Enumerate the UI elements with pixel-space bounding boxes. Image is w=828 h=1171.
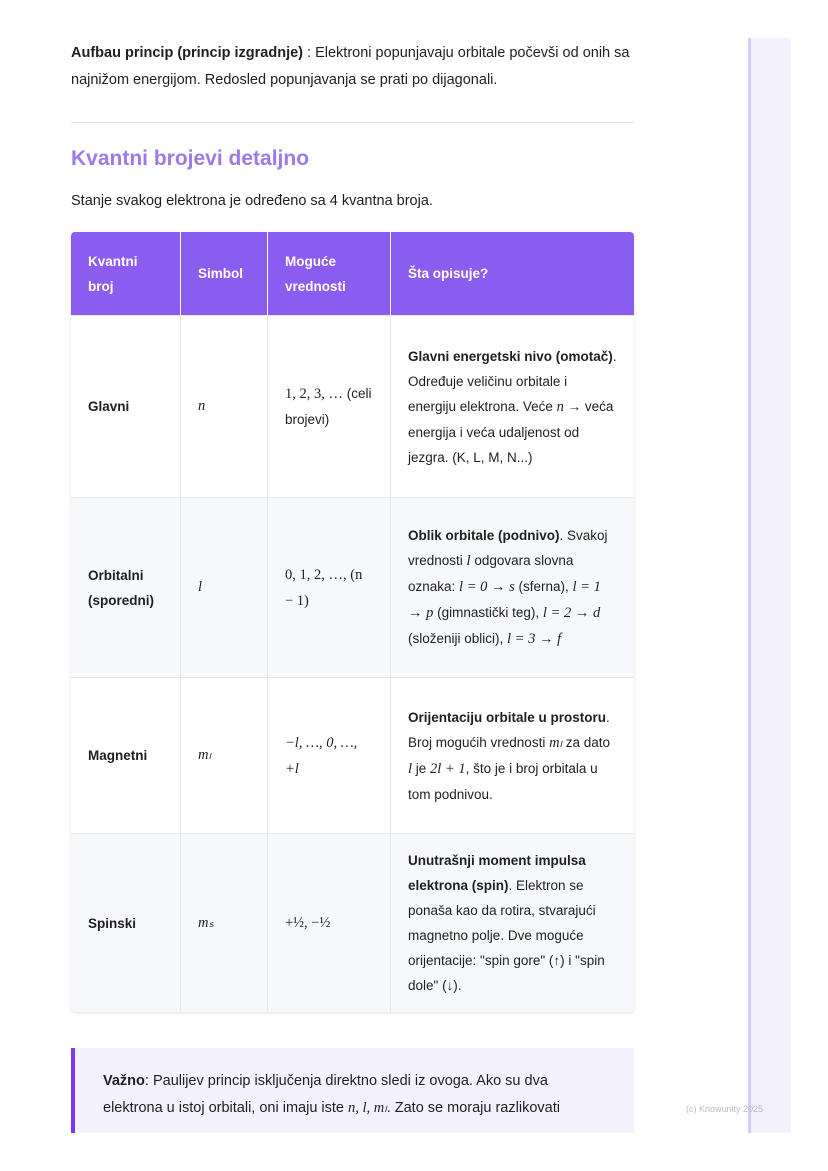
main-content: Aufbau princip (princip izgradnje) : Ele… — [71, 40, 634, 1012]
divider — [71, 122, 634, 123]
description-segment: . Broj mogućih vrednosti — [408, 709, 610, 750]
description-segment: . Svakoj vrednosti — [408, 528, 608, 568]
cell-values: +½, −½ — [268, 833, 391, 1012]
description-segment: 2l + 1 — [430, 760, 466, 777]
cell-symbol: n — [181, 315, 268, 497]
table-row: Magnetni mₗ −l, …, 0, …, +l Orijentaciju or… — [71, 677, 634, 833]
cell-values: 0, 1, 2, …, (n − 1) — [268, 497, 391, 677]
description-segment: mₗ — [549, 734, 562, 751]
cell-description: Orijentaciju orbitale u prostoru. Broj m… — [391, 677, 634, 833]
description-segment: Unutrašnji moment impulsa elektrona (spi… — [408, 853, 586, 893]
description-segment: (složeniji oblici), — [408, 631, 508, 646]
description-segment: (sferna), — [514, 579, 573, 594]
description-segment: . Određuje veličinu orbitale i energiju … — [408, 348, 617, 414]
description-segment: , što je i broj orbitala u tom podnivou. — [408, 760, 598, 802]
values-segment: +½, −½ — [285, 915, 331, 931]
cell-name: Orbitalni (sporedni) — [71, 497, 181, 677]
note-text: : Paulijev princip isključenja direktno … — [103, 1073, 548, 1116]
table-row: Orbitalni (sporedni) l 0, 1, 2, …, (n − 1)… — [71, 497, 634, 677]
description-segment: Oblik orbitale (podnivo) — [408, 528, 560, 543]
table-row: Spinski mₛ +½, −½ Unutrašnji moment impulsa… — [71, 833, 634, 1012]
description-segment: Glavni energetski nivo (omotač) — [408, 348, 613, 364]
aufbau-text: : Elektroni popunjavaju orbitale počevši… — [71, 45, 630, 88]
cell-symbol: l — [181, 497, 268, 677]
aufbau-term: Aufbau princip (princip izgradnje) — [71, 45, 303, 61]
cell-description: Glavni energetski nivo (omotač). Određuj… — [391, 315, 634, 497]
section-lead: Stanje svakog elektrona je određeno sa 4… — [71, 193, 433, 209]
description-segment: (gimnastički teg), — [433, 605, 543, 620]
table-header-row: Kvantni broj Simbol Moguće vrednosti Šta… — [71, 232, 634, 315]
description-segment: odgovara slovna oznaka: — [408, 553, 574, 594]
cell-name: Magnetni — [71, 677, 181, 833]
description-segment: l = 1 → p — [408, 579, 601, 621]
cell-description: Oblik orbitale (podnivo). Svakoj vrednos… — [391, 497, 634, 677]
note-math: n, l, mₗ — [348, 1100, 387, 1116]
values-segment: (celi brojevi) — [285, 386, 372, 427]
description-segment: l — [408, 760, 413, 777]
aufbau-paragraph: Aufbau princip (princip izgradnje) : Ele… — [71, 40, 634, 94]
description-segment: l — [466, 553, 471, 569]
note-text-end: . Zato se moraju razlikovati — [386, 1100, 560, 1116]
values-segment: 0, 1, 2, …, (n − 1) — [285, 566, 363, 609]
description-segment: → veća energija i veća udaljenost od jez… — [408, 398, 614, 465]
values-segment: −l, …, 0, …, +l — [285, 734, 358, 777]
header-values: Moguće vrednosti — [268, 232, 391, 315]
side-panel — [748, 38, 791, 1133]
cell-description: Unutrašnji moment impulsa elektrona (spi… — [391, 833, 634, 1012]
header-description: Šta opisuje? — [391, 232, 634, 315]
description-segment: Orijentaciju orbitale u prostoru — [408, 709, 607, 725]
cell-symbol: mₗ — [181, 677, 268, 833]
table-row: Glavni n 1, 2, 3, … (celi brojevi) Glavni e… — [71, 315, 634, 497]
copyright: (c) Knowunity 2025 — [686, 1104, 764, 1114]
description-segment: l = 0 → s — [459, 579, 515, 595]
important-note: Važno: Paulijev princip isključenja dire… — [71, 1048, 634, 1133]
description-segment: n — [556, 398, 564, 415]
header-quantum-number: Kvantni broj — [71, 232, 181, 315]
cell-values: −l, …, 0, …, +l — [268, 677, 391, 833]
description-segment: l = 3 → f — [507, 631, 562, 647]
cell-values: 1, 2, 3, … (celi brojevi) — [268, 315, 391, 497]
description-segment: l = 2 → d — [542, 605, 601, 621]
description-segment: je — [412, 760, 431, 776]
values-segment: 1, 2, 3, … — [285, 386, 343, 402]
cell-name: Spinski — [71, 833, 181, 1012]
quantum-numbers-table: Kvantni broj Simbol Moguće vrednosti Šta… — [71, 232, 634, 1012]
cell-name: Glavni — [71, 315, 181, 497]
header-symbol: Simbol — [181, 232, 268, 315]
section-title: Kvantni brojevi detaljno — [71, 147, 310, 170]
description-segment: . Elektron se ponaša kao da rotira, stva… — [408, 878, 605, 993]
cell-symbol: mₛ — [181, 833, 268, 1012]
note-label: Važno — [103, 1073, 145, 1089]
description-segment: za dato — [561, 734, 611, 750]
